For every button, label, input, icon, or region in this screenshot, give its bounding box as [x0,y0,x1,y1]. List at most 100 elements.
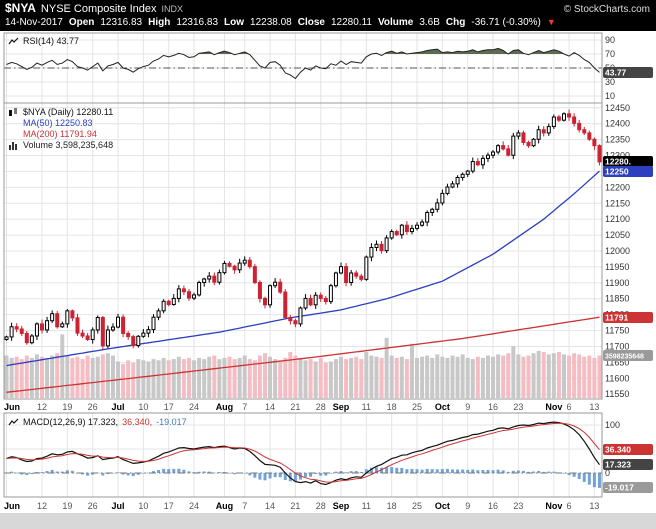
svg-text:19: 19 [62,501,72,511]
header-title-row: $NYA NYSE Composite Index INDX © StockCh… [0,0,656,16]
svg-text:11791: 11791 [605,313,628,323]
svg-text:9: 9 [465,402,470,412]
svg-text:17.323: 17.323 [605,460,631,470]
svg-text:6: 6 [567,501,572,511]
volume-legend: Volume 3,598,235,648 [8,140,113,150]
svg-text:10: 10 [138,501,148,511]
svg-text:11900: 11900 [605,278,629,288]
quote-field-label: Close [297,17,325,28]
svg-text:43.77: 43.77 [605,68,627,78]
quote-field-value: 12316.83 [100,17,143,28]
svg-text:6: 6 [567,402,572,412]
svg-text:12: 12 [37,501,47,511]
rsi-legend: RSI(14) 43.77 [8,36,79,46]
macd-label: MACD(12,26,9) 17.323, [23,417,119,427]
axis-badge [603,444,653,455]
svg-text:24: 24 [189,501,199,511]
bottom-margin [0,513,656,529]
quote-field-label: Open [68,17,95,28]
svg-text:11950: 11950 [605,262,629,272]
quote-field-label: Volume [377,17,414,28]
svg-text:12280.: 12280. [605,157,631,167]
header: $NYA NYSE Composite Index INDX © StockCh… [0,0,656,31]
svg-text:11750: 11750 [605,326,629,336]
quote-field-label: Low [224,17,245,28]
macd-legend: MACD(12,26,9) 17.323, 36.340, -19.017 [8,417,187,427]
quote-field-label: Chg [445,17,466,28]
svg-text:25: 25 [412,501,422,511]
panel-border [3,412,603,498]
axis-badge [603,459,653,470]
svg-text:36.340: 36.340 [605,445,631,455]
svg-text:Aug: Aug [216,402,234,412]
svg-text:26: 26 [88,402,98,412]
svg-text:11600: 11600 [605,373,629,383]
svg-text:21: 21 [290,402,300,412]
rsi-overbought-fill [177,48,577,54]
volume-label: Volume 3,598,235,648 [23,140,114,150]
axis-badge [603,482,653,493]
svg-text:11: 11 [362,402,371,412]
macd-histogram-label: -19.017 [156,417,187,427]
macd-signal-line [6,422,600,483]
svg-text:90: 90 [605,35,615,45]
svg-text:12: 12 [37,402,47,412]
svg-text:Jun: Jun [4,501,20,511]
volume-bars [4,334,602,398]
svg-text:Sep: Sep [333,501,350,511]
svg-text:12450: 12450 [605,103,630,113]
svg-text:Oct: Oct [435,402,450,412]
svg-text:9: 9 [465,501,470,511]
svg-text:0: 0 [605,468,610,478]
svg-text:7: 7 [242,501,247,511]
line-chart-icon [8,37,19,44]
macd-signal-label: 36.340, [122,417,153,427]
quote-field-value: 3.6B [419,17,440,28]
svg-text:11850: 11850 [605,294,629,304]
rsi-label: RSI(14) 43.77 [23,36,80,46]
svg-text:Nov: Nov [545,501,562,511]
svg-text:26: 26 [88,501,98,511]
ma50-line [6,170,600,367]
quote-field-value: -36.71 (-0.30%) [471,17,541,28]
svg-text:12300: 12300 [605,151,630,161]
price-legend: $NYA (Daily) 12280.11 [8,107,113,117]
svg-text:Nov: Nov [545,402,562,412]
axis-badge [603,166,653,177]
ma50-label: MA(50) 12250.83 [23,118,93,128]
svg-text:11650: 11650 [605,357,629,367]
macd-histogram [5,466,601,488]
svg-text:-19.017: -19.017 [605,483,634,493]
svg-text:13: 13 [589,402,599,412]
svg-text:12150: 12150 [605,198,630,208]
svg-text:12050: 12050 [605,230,630,240]
quote-field-label: High [148,17,171,28]
svg-text:11: 11 [362,501,371,511]
svg-text:12350: 12350 [605,135,630,145]
svg-text:10: 10 [605,91,615,101]
line-chart-icon [8,418,19,425]
svg-text:25: 25 [412,402,422,412]
ma200-legend: MA(200) 11791.94 [23,129,97,139]
svg-text:3598235648: 3598235648 [605,354,644,361]
quote-field-value: 12238.08 [250,17,292,28]
svg-text:14: 14 [265,501,275,511]
quote-field-value: 12316.83 [176,17,219,28]
svg-text:28: 28 [316,402,326,412]
svg-text:Aug: Aug [216,501,234,511]
svg-text:23: 23 [513,501,523,511]
svg-text:28: 28 [316,501,326,511]
svg-text:Jun: Jun [4,402,20,412]
quote-row: 14-Nov-2017 Open 12316.83 High 12316.83 Low 1… [0,16,656,29]
quote-date: 14-Nov-2017 [5,17,63,28]
svg-text:100: 100 [605,420,620,430]
change-down-arrow-icon: ▼ [546,17,556,27]
svg-text:Jul: Jul [112,501,125,511]
candlesticks [4,109,602,349]
svg-text:30: 30 [605,77,615,87]
candlestick-icon [9,107,17,116]
exchange-label: INDX [161,4,183,14]
index-name: NYSE Composite Index [40,3,157,15]
